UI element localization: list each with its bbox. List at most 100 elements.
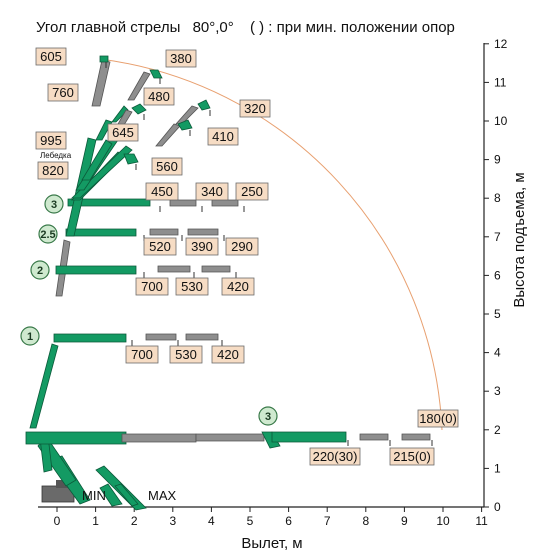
load-label-box [37, 161, 69, 180]
load-label-l995: 995 [35, 131, 67, 150]
load-label-box [143, 237, 177, 256]
load-label-text: 530 [181, 279, 203, 294]
y-tick-label: 0 [494, 500, 501, 514]
y-tick-label: 10 [494, 114, 508, 128]
load-label-box [47, 83, 79, 102]
load-label-box [211, 345, 245, 364]
load-label-text: 645 [112, 125, 134, 140]
load-label-l290: 290 [225, 237, 259, 256]
load-label-l700a: 700 [135, 277, 169, 296]
load-label-box [35, 131, 67, 150]
load-label-l390: 390 [185, 237, 219, 256]
load-label-l420a: 420 [221, 277, 255, 296]
load-label-box [389, 447, 435, 466]
y-tick-label: 2 [494, 423, 501, 437]
section-marker-m3b: 3 [258, 406, 278, 426]
section-marker-text: 1 [27, 331, 33, 343]
boom-position-2 [55, 239, 237, 297]
x-tick-label: 1 [92, 514, 99, 528]
section-marker-text: 2.5 [40, 229, 55, 241]
load-label-box [145, 182, 179, 201]
load-label-box [309, 447, 361, 466]
load-label-l530a: 530 [175, 277, 209, 296]
x-axis-title: Вылет, м [241, 535, 302, 552]
section-marker-m25: 2.5 [38, 224, 58, 244]
x-tick-label: 5 [247, 514, 254, 528]
load-label-l605: 605 [35, 47, 67, 66]
section-marker-text: 3 [265, 411, 271, 423]
load-label-l180: 180(0) [417, 409, 459, 428]
load-label-text: 290 [231, 239, 253, 254]
section-marker-m3a: 3 [44, 194, 64, 214]
x-tick-label: 9 [401, 514, 408, 528]
load-label-text: 760 [52, 85, 74, 100]
load-label-text: 700 [131, 347, 153, 362]
outrigger-min-label: MIN [82, 488, 106, 503]
load-label-box [175, 277, 209, 296]
load-label-box [185, 237, 219, 256]
x-tick-label: 7 [324, 514, 331, 528]
boom-position-3 [67, 198, 245, 212]
y-tick-label: 5 [494, 307, 501, 321]
load-label-text: 380 [170, 51, 192, 66]
reach-arc [99, 58, 443, 431]
load-label-l215: 215(0) [389, 447, 435, 466]
load-label-box [207, 127, 239, 146]
x-tick-label: 3 [169, 514, 176, 528]
y-tick-label: 3 [494, 384, 501, 398]
load-label-box [195, 182, 229, 201]
load-label-l520: 520 [143, 237, 177, 256]
load-label-text: 420 [227, 279, 249, 294]
load-label-l340: 340 [195, 182, 229, 201]
load-label-l530b: 530 [169, 345, 203, 364]
section-marker-text: 2 [37, 265, 43, 277]
load-label-box [107, 123, 139, 142]
section-marker-m2: 2 [30, 260, 50, 280]
load-label-text: 340 [201, 184, 223, 199]
load-label-text: 450 [151, 184, 173, 199]
load-label-text: 480 [148, 89, 170, 104]
load-label-l410: 410 [207, 127, 239, 146]
y-tick-label: 1 [494, 461, 501, 475]
load-label-text: 320 [244, 101, 266, 116]
load-label-text: 530 [175, 347, 197, 362]
load-label-l820: 820 [37, 161, 69, 180]
title-angles: 80°,0° [193, 19, 234, 36]
load-label-l220: 220(30) [309, 447, 361, 466]
load-label-box [417, 409, 459, 428]
boom-position-1 [29, 333, 223, 429]
x-tick-label: 4 [208, 514, 215, 528]
y-tick-label: 12 [494, 37, 508, 51]
load-label-text: 390 [191, 239, 213, 254]
load-label-l760: 760 [47, 83, 79, 102]
boom-position-25 [65, 228, 225, 241]
load-label-box [143, 87, 175, 106]
load-label-l560: 560 [151, 157, 183, 176]
load-label-text: 605 [40, 49, 62, 64]
load-label-l450: 450 [145, 182, 179, 201]
y-tick-label: 6 [494, 268, 501, 282]
load-label-box [125, 345, 159, 364]
boom-horizontal-low [25, 431, 433, 449]
load-label-text: 250 [241, 184, 263, 199]
load-label-l250: 250 [235, 182, 269, 201]
y-axis-title: Высота подъема, м [511, 172, 528, 307]
y-tick-label: 11 [494, 75, 507, 89]
section-marker-circle [258, 406, 278, 426]
y-tick-label: 9 [494, 153, 501, 167]
load-label-l380: 380 [165, 49, 197, 68]
section-marker-circle [20, 326, 40, 346]
title-main: Угол главной стрелы [36, 19, 180, 36]
load-label-box [235, 182, 269, 201]
load-label-box [165, 49, 197, 68]
load-label-text: 520 [149, 239, 171, 254]
load-label-l700b: 700 [125, 345, 159, 364]
load-label-l320: 320 [239, 99, 271, 118]
x-tick-label: 11 [475, 514, 488, 528]
chart-title: Угол главной стрелы 80°,0° ( ) : при мин… [36, 19, 455, 36]
load-label-text: 180(0) [419, 411, 457, 426]
outrigger-max-label: MAX [148, 488, 177, 503]
load-label-box [35, 47, 67, 66]
load-label-box [239, 99, 271, 118]
